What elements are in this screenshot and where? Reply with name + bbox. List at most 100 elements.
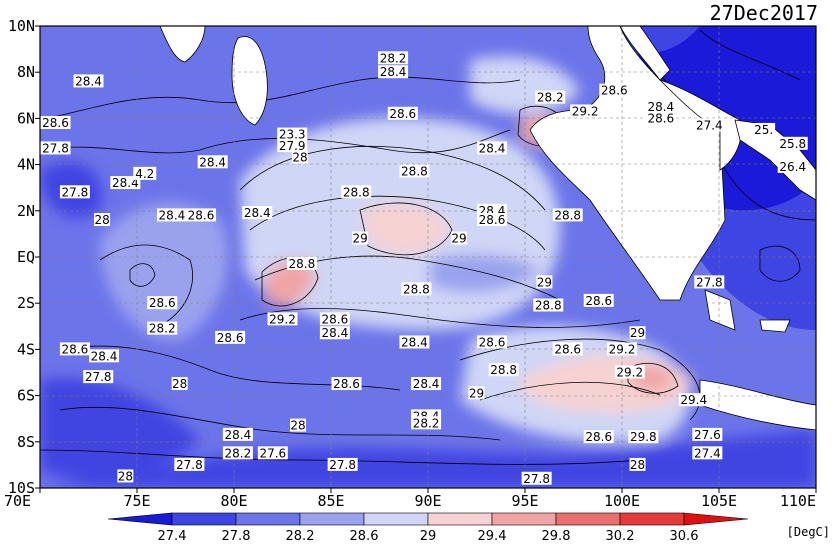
contour-label-bg: [752, 122, 776, 136]
colorbar-segment: [491, 512, 557, 526]
lon-tick-label: 70E: [4, 492, 31, 510]
contour-label-bg: [73, 74, 104, 88]
contour-label-bg: [552, 342, 583, 356]
colorbar-segment: [427, 512, 493, 526]
contour-label: 29: [630, 326, 645, 340]
contour-label: 28.4: [244, 206, 271, 220]
colorbar-segment: [235, 512, 301, 526]
contour-label: 4.2: [135, 167, 154, 181]
contour-label-bg: [387, 106, 418, 120]
contour-label: 28.6: [647, 111, 674, 125]
contour-label: 28.4: [75, 74, 102, 88]
contour-label-bg: [629, 326, 646, 340]
contour-label: 28.2: [380, 51, 407, 65]
cool-region-east: [700, 180, 816, 330]
contour-label-bg: [599, 83, 630, 97]
colorbar-label: 29.8: [542, 529, 571, 544]
contour-label: 29.2: [572, 104, 599, 118]
contour-label-bg: [628, 430, 659, 444]
land-india-south: [159, 26, 206, 63]
contour-label: 28.8: [403, 282, 430, 296]
latitude-ticks: 10N 8N 6N 4N 2N EQ 2S 4S 6S 8S 10S: [8, 17, 40, 497]
contour-label: 28.8: [343, 185, 370, 199]
contour-label-bg: [521, 471, 552, 485]
gridlines: [40, 26, 816, 488]
contour-label: 27.8: [523, 472, 550, 486]
contour-label: 28.6: [42, 116, 69, 130]
contour-label: 28.6: [217, 331, 244, 345]
contour-label-bg: [267, 312, 298, 326]
contour-label-bg: [552, 208, 583, 222]
sst-field: 28.228.428.428.628.628.229.228.628.428.6…: [40, 26, 816, 488]
contour-label: 27.8: [42, 141, 69, 155]
land-malay: [619, 26, 671, 81]
contour-label-bg: [40, 116, 71, 130]
colorbar-label: 27.8: [222, 529, 251, 544]
lat-tick-label: 2S: [17, 294, 35, 312]
contour-label: 28.4: [413, 377, 440, 391]
contour-label: 27.8: [176, 458, 203, 472]
lat-tick-label: 4S: [17, 340, 35, 358]
lon-tick-label: 75E: [123, 492, 150, 510]
contour-label-bg: [277, 139, 308, 153]
warm-region-central: [360, 202, 450, 254]
lat-tick-label: 4N: [17, 156, 35, 174]
contour-label-bg: [535, 90, 566, 104]
contour-label-bg: [94, 213, 111, 227]
contour-label-bg: [694, 118, 725, 132]
contour-label-bg: [614, 365, 645, 379]
contour-label-bg: [197, 155, 228, 169]
contour-label-bg: [215, 330, 246, 344]
contour-label: 29.2: [269, 312, 296, 326]
contour-label-bg: [583, 293, 614, 307]
land-malay-peninsula: [659, 79, 742, 171]
contour-label-bg: [40, 141, 71, 155]
contour-label: 28.2: [225, 446, 252, 460]
contour-label: 28.6: [322, 312, 349, 326]
contour-label-bg: [174, 457, 205, 471]
lat-tick-label: 8S: [17, 433, 35, 451]
contour-label: 28.6: [149, 296, 176, 310]
contour-label-bg: [222, 427, 253, 441]
contour-label: 28.6: [601, 84, 628, 98]
lat-tick-label: EQ: [17, 248, 35, 266]
date-label: 27Dec2017: [710, 1, 818, 25]
lon-tick-label: 105E: [701, 492, 737, 510]
contour-label: 29.2: [609, 342, 636, 356]
contour-label-bg: [319, 312, 350, 326]
contour-label: 28: [292, 151, 307, 165]
contour-label: 23.3: [279, 128, 306, 142]
land-borneo-edge: [734, 119, 816, 201]
land-belitung: [759, 319, 791, 333]
contour-label: 28.6: [389, 107, 416, 121]
contour-label-bg: [411, 377, 442, 391]
contour-label-bg: [147, 321, 178, 335]
contour-label-bg: [277, 127, 308, 141]
contour-label-bg: [488, 363, 519, 377]
contour-label: 25.: [754, 123, 773, 137]
contour-label: 28.4: [91, 349, 118, 363]
contour-label-bg: [341, 185, 372, 199]
contour-label: 27.4: [694, 446, 721, 460]
contour-labels: 28.228.428.428.628.628.229.228.628.428.6…: [40, 51, 808, 486]
contour-label: 28.4: [225, 428, 252, 442]
contour-label-bg: [117, 469, 134, 483]
land: [159, 26, 816, 431]
contour-label: 28.8: [289, 257, 316, 271]
contour-label-bg: [777, 136, 808, 150]
contour-label-bg: [186, 208, 217, 222]
colorbar-label: 28.6: [350, 529, 379, 544]
contour-label-bg: [533, 298, 564, 312]
contour-label-bg: [468, 386, 485, 400]
contour-label: 28.6: [585, 430, 612, 444]
contour-label-bg: [327, 457, 358, 471]
cool-region-southwest: [40, 378, 200, 480]
colorbar-label: 30.6: [670, 529, 699, 544]
contour-label: 28.4: [112, 176, 139, 190]
contour-label-bg: [331, 377, 362, 391]
lat-tick-label: 8N: [17, 63, 35, 81]
contour-label-bg: [290, 418, 307, 432]
contour-label-bg: [777, 159, 808, 173]
contour-label: 28: [290, 419, 305, 433]
